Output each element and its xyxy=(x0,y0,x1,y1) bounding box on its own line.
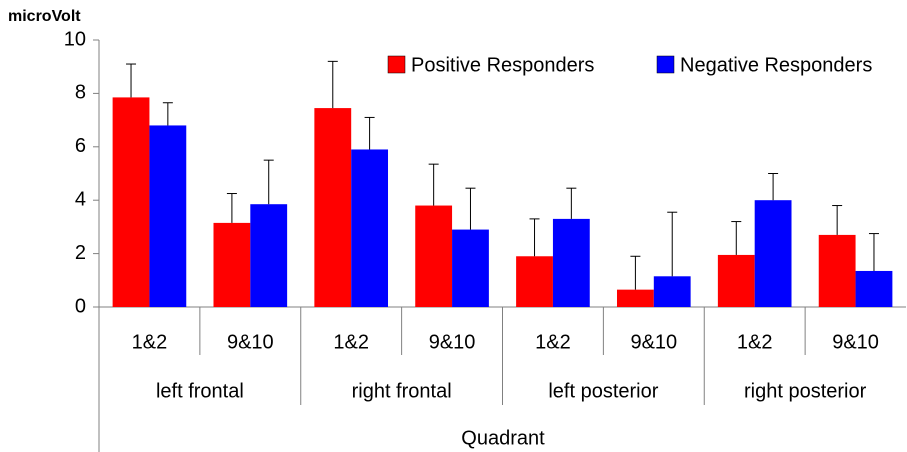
bar xyxy=(452,229,489,307)
group-label: left frontal xyxy=(156,380,244,402)
group-label: right posterior xyxy=(744,380,867,402)
bar xyxy=(415,205,453,307)
error-bar xyxy=(162,102,173,126)
error-bar xyxy=(566,187,577,219)
error-bar xyxy=(364,116,375,150)
bar xyxy=(351,149,389,307)
y-tick-label: 0 xyxy=(75,295,86,317)
x-tick-label: 1&2 xyxy=(737,331,773,353)
bar xyxy=(653,276,691,307)
bar xyxy=(818,234,856,307)
bar xyxy=(717,254,755,307)
x-tick-label: 9&10 xyxy=(227,331,274,353)
bar xyxy=(250,204,288,307)
group-label: right frontal xyxy=(352,380,452,402)
x-tick-label: 9&10 xyxy=(832,331,879,353)
error-bar xyxy=(731,221,742,255)
error-bar xyxy=(226,193,237,223)
x-tick-label: 1&2 xyxy=(132,331,168,353)
y-tick-label: 2 xyxy=(75,242,86,264)
group-label: left posterior xyxy=(548,380,658,402)
bar xyxy=(754,200,792,307)
error-bar xyxy=(868,233,879,271)
legend-swatch xyxy=(656,55,675,74)
error-bar xyxy=(630,255,641,290)
error-bar xyxy=(832,205,843,235)
x-tick-label: 9&10 xyxy=(429,331,476,353)
bar xyxy=(213,222,251,307)
bar xyxy=(516,256,553,307)
error-bar xyxy=(465,187,476,230)
legend-swatch xyxy=(387,55,406,74)
legend-label: Positive Responders xyxy=(411,54,594,76)
bar xyxy=(855,270,893,307)
error-bar xyxy=(667,211,678,277)
error-bar xyxy=(126,63,137,98)
x-tick-label: 9&10 xyxy=(630,331,677,353)
y-tick-label: 6 xyxy=(75,135,86,157)
y-tick-label: 10 xyxy=(64,28,86,50)
error-bar xyxy=(529,218,540,257)
bar xyxy=(149,125,187,307)
error-bar xyxy=(768,173,779,201)
bar xyxy=(552,218,590,307)
bar xyxy=(112,97,150,307)
y-axis-label: microVolt xyxy=(8,8,81,25)
bar xyxy=(314,108,352,308)
error-bar xyxy=(263,159,274,205)
legend-label: Negative Responders xyxy=(680,54,872,76)
y-tick-label: 4 xyxy=(75,188,86,210)
x-axis-label: Quadrant xyxy=(461,427,545,449)
error-bar xyxy=(428,163,439,206)
x-tick-label: 1&2 xyxy=(333,331,369,353)
y-tick-label: 8 xyxy=(75,82,86,104)
error-bar xyxy=(327,60,338,109)
bar xyxy=(616,289,654,307)
x-tick-label: 1&2 xyxy=(535,331,571,353)
